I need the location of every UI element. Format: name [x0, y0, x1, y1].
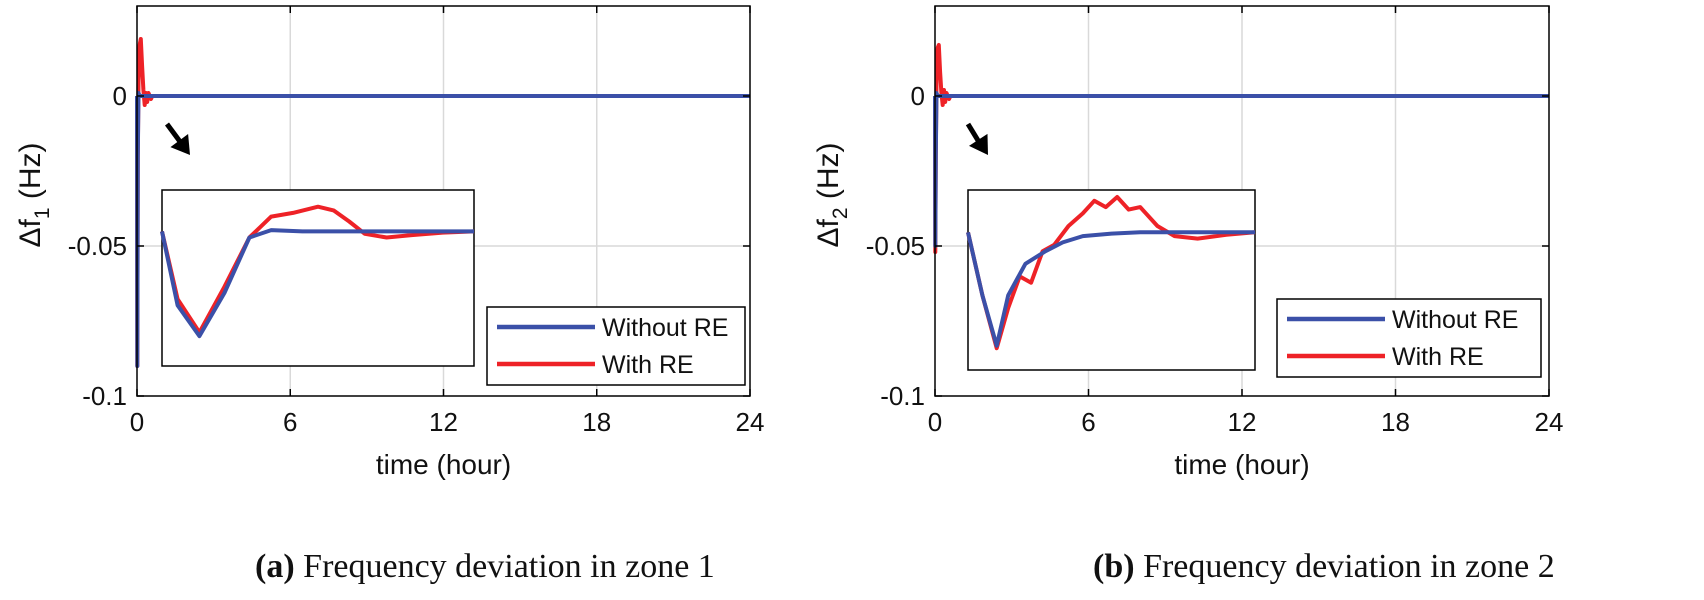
legend-label: Without RE — [602, 314, 728, 342]
x-tick-label: 0 — [928, 407, 942, 437]
x-tick-label: 24 — [1535, 407, 1564, 437]
x-tick-label: 6 — [1081, 407, 1095, 437]
caption-a: (a) Frequency deviation in zone 1 — [255, 548, 715, 586]
caption-b: (b) Frequency deviation in zone 2 — [1093, 548, 1555, 586]
inset-line-with-re — [160, 204, 475, 335]
x-tick-label: 18 — [582, 407, 611, 437]
legend-box — [486, 306, 746, 386]
zoom-arrow-head — [968, 133, 988, 155]
x-tick-label: 12 — [1228, 407, 1257, 437]
caption-b-text: Frequency deviation in zone 2 — [1143, 548, 1555, 585]
caption-a-label: (a) — [255, 548, 295, 585]
y-tick-label: -0.1 — [82, 381, 127, 411]
inset-line-without-re — [160, 228, 474, 339]
legend-box — [1276, 298, 1542, 378]
chart-panel-a: 0 6 12 18 24 0 -0.05 -0.1 time (hour) Δf1 (Hz) Wit… — [14, 5, 765, 480]
x-tick-label: 0 — [130, 407, 144, 437]
x-tick-label: 12 — [429, 407, 458, 437]
x-axis-label: time (hour) — [376, 449, 511, 480]
legend-label: With RE — [1392, 343, 1484, 371]
x-axis-label: time (hour) — [1174, 449, 1309, 480]
x-tick-label: 24 — [736, 407, 765, 437]
inset-frame — [967, 189, 1256, 371]
caption-a-text: Frequency deviation in zone 1 — [303, 548, 715, 585]
x-tick-label: 18 — [1381, 407, 1410, 437]
y-axis-label-main: Δf — [812, 218, 845, 247]
x-tick-label: 6 — [283, 407, 297, 437]
caption-b-label: (b) — [1093, 548, 1135, 585]
y-axis-label-subscript: 1 — [31, 207, 54, 219]
zoom-arrow-head — [170, 133, 190, 155]
y-tick-label: -0.05 — [866, 231, 925, 261]
inset-line-with-re — [966, 195, 1256, 351]
y-axis-label-subscript: 2 — [829, 207, 852, 219]
chart-panel-b: 0 6 12 18 24 0 -0.05 -0.1 time (hour) Δf2 (Hz) Wit… — [812, 5, 1564, 480]
y-axis-label-main: Δf — [14, 218, 47, 247]
y-tick-label: 0 — [113, 81, 127, 111]
y-axis-label-unit: (Hz) — [14, 142, 47, 207]
inset-line-without-re — [966, 230, 1255, 348]
legend-label: With RE — [602, 351, 694, 379]
y-tick-label: -0.1 — [880, 381, 925, 411]
y-axis-label-unit: (Hz) — [812, 142, 845, 207]
y-axis-label: Δf2 (Hz) — [812, 142, 852, 247]
legend-label: Without RE — [1392, 306, 1518, 334]
inset-frame — [161, 189, 475, 367]
y-tick-label: -0.05 — [68, 231, 127, 261]
y-axis-label: Δf1 (Hz) — [14, 142, 54, 247]
y-tick-label: 0 — [911, 81, 925, 111]
